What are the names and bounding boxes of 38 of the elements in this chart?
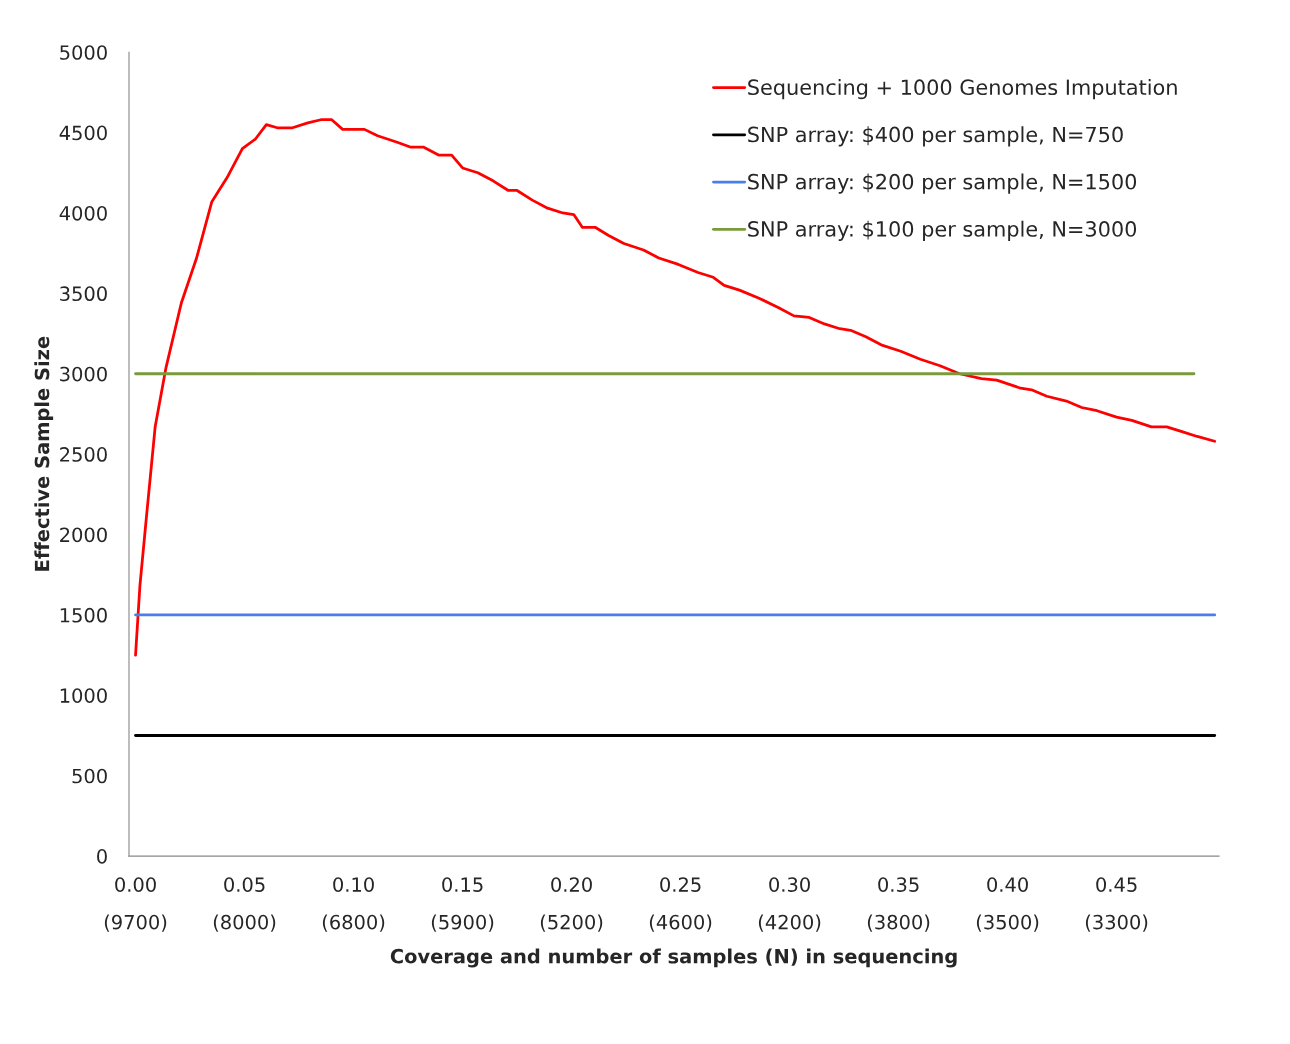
x-tick-label: 0.20 (551, 877, 592, 892)
y-tick-label: 3500 (60, 286, 107, 302)
x-tick-label: 0.10 (333, 877, 374, 892)
y-tick-label: 4500 (59, 125, 107, 141)
legend-label: Sequencing + 1000 Genomes Imputation (748, 78, 1177, 100)
x-tick-label: 0.15 (442, 877, 483, 892)
y-tick-label: 1000 (60, 688, 107, 703)
x-tick-label: 0.30 (769, 877, 810, 892)
y-tick-label: 3000 (60, 366, 107, 382)
text: (3500) (976, 914, 1039, 932)
x-tick-label: 0.25 (660, 877, 701, 892)
text: (9700) (104, 914, 167, 932)
line-series (134, 118, 1217, 657)
x-tick-label: 0.05 (224, 877, 265, 892)
y-tick-label: 500 (72, 768, 107, 784)
x-tick-label: 0.40 (987, 877, 1028, 892)
legend-label: SNP array: $400 per sample, N=750 (748, 126, 1123, 147)
text: (6800) (322, 914, 385, 932)
x-tick-label: 0.45 (1096, 877, 1137, 892)
y-tick-label: 2500 (60, 447, 107, 462)
text: (5900) (431, 914, 494, 932)
x-tick-label: 0.35 (878, 877, 919, 892)
y-axis-title: Effective Sample Size (34, 336, 54, 571)
y-tick-label: 4000 (59, 205, 107, 221)
legend-label: SNP array: $100 per sample, N=3000 (748, 220, 1137, 241)
text: (8000) (213, 914, 276, 932)
y-tick-label: 2000 (60, 527, 107, 543)
legend-label: SNP array: $200 per sample, N=1500 (748, 173, 1137, 194)
x-axis-title: Coverage and number of samples (N) in sequencing (390, 948, 957, 968)
text: (5200) (540, 914, 603, 932)
x-tick-label: 0.00 (115, 877, 156, 892)
text: (3300) (1085, 914, 1148, 932)
text: (4600) (649, 914, 712, 932)
y-tick-label: 0 (97, 849, 107, 864)
text: (3800) (867, 914, 930, 932)
text: (4200) (758, 914, 821, 932)
y-tick-label: 5000 (60, 45, 107, 60)
y-tick-label: 1500 (60, 607, 107, 623)
